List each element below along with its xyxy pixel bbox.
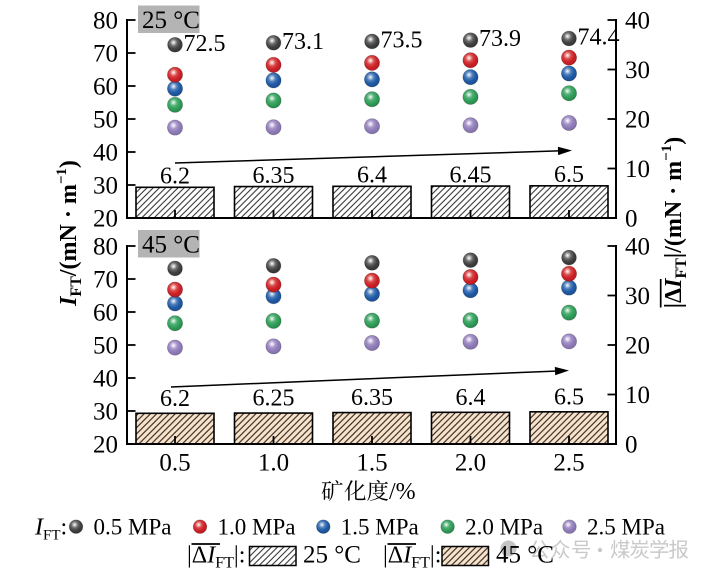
svg-text:2.5: 2.5 [553, 450, 584, 477]
svg-text:73.1: 73.1 [282, 29, 324, 55]
svg-text:/%: /% [389, 479, 416, 505]
svg-text:25 °C: 25 °C [303, 542, 361, 569]
svg-text:6.45: 6.45 [450, 162, 492, 188]
svg-text:1.0 MPa: 1.0 MPa [218, 515, 296, 540]
svg-text:6.35: 6.35 [351, 385, 393, 411]
svg-text:70: 70 [93, 41, 118, 68]
svg-text:80: 80 [93, 234, 118, 261]
svg-text:10: 10 [625, 156, 650, 183]
svg-text:|ΔIFT|:: |ΔIFT|: [383, 543, 441, 572]
svg-text:2.5 MPa: 2.5 MPa [587, 515, 665, 540]
svg-text:6.35: 6.35 [253, 163, 295, 189]
svg-text:74.4: 74.4 [578, 24, 620, 50]
svg-text:6.25: 6.25 [253, 386, 295, 412]
svg-text:0: 0 [625, 432, 638, 459]
svg-text:2.0: 2.0 [455, 450, 486, 477]
svg-text:80: 80 [93, 8, 118, 35]
svg-text:20: 20 [625, 107, 650, 134]
svg-text:0.5 MPa: 0.5 MPa [94, 515, 172, 540]
svg-text:30: 30 [625, 57, 650, 84]
svg-text:20: 20 [93, 206, 118, 233]
svg-text:IFT:: IFT: [34, 515, 67, 544]
svg-text:73.9: 73.9 [479, 26, 521, 52]
svg-text:2.0 MPa: 2.0 MPa [465, 515, 543, 540]
svg-text:0: 0 [625, 206, 638, 233]
svg-text:73.5: 73.5 [381, 27, 423, 53]
svg-text:60: 60 [93, 300, 118, 327]
svg-text:30: 30 [93, 173, 118, 200]
svg-text:45 °C: 45 °C [142, 232, 200, 259]
svg-text:6.4: 6.4 [456, 385, 486, 411]
svg-text:6.2: 6.2 [160, 386, 190, 412]
svg-text:|ΔIFT|/(mN · m−1): |ΔIFT|/(mN · m−1) [659, 137, 690, 308]
svg-text:6.4: 6.4 [357, 163, 387, 189]
svg-text:25 °C: 25 °C [142, 7, 200, 34]
svg-text:40: 40 [625, 8, 650, 35]
svg-text:10: 10 [625, 382, 650, 409]
svg-text:6.5: 6.5 [554, 162, 584, 188]
svg-text:40: 40 [93, 140, 118, 167]
svg-text:40: 40 [93, 366, 118, 393]
svg-text:60: 60 [93, 74, 118, 101]
svg-text:20: 20 [625, 333, 650, 360]
svg-text:50: 50 [93, 333, 118, 360]
svg-text:72.5: 72.5 [184, 31, 226, 57]
svg-text:1.0: 1.0 [258, 450, 289, 477]
svg-text:0.5: 0.5 [159, 450, 190, 477]
svg-text:6.5: 6.5 [554, 384, 584, 410]
svg-text:50: 50 [93, 107, 118, 134]
svg-text:30: 30 [93, 399, 118, 426]
svg-text:1.5: 1.5 [356, 450, 387, 477]
svg-text:45 °C: 45 °C [496, 542, 554, 569]
svg-text:30: 30 [625, 283, 650, 310]
svg-text:70: 70 [93, 267, 118, 294]
svg-text:20: 20 [93, 432, 118, 459]
svg-text:6.2: 6.2 [160, 164, 190, 190]
svg-text:40: 40 [625, 234, 650, 261]
svg-text:1.5 MPa: 1.5 MPa [341, 515, 419, 540]
